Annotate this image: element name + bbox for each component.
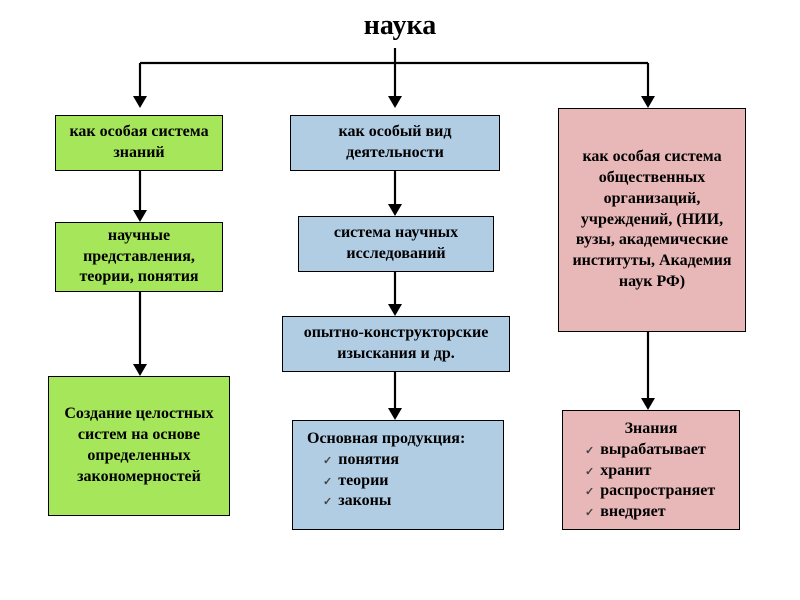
list-item: понятия xyxy=(323,450,495,471)
node-text: как особый вид деятельности xyxy=(299,122,491,164)
node-text: Создание целостных систем на основе опре… xyxy=(57,404,221,487)
node-organizations: как особая система общественных организа… xyxy=(558,108,746,332)
list-item: хранит xyxy=(585,461,731,482)
node-text: как особая система общественных организа… xyxy=(567,147,737,293)
node-holistic-systems: Создание целостных систем на основе опре… xyxy=(48,376,230,516)
node-research-system: система научных исследований xyxy=(298,216,494,272)
node-heading: Основная продукция: xyxy=(301,429,495,450)
node-knowledge-system: как особая система знаний xyxy=(55,115,223,171)
list-item: теории xyxy=(323,471,495,492)
list-item: законы xyxy=(323,491,495,512)
node-experimental: опытно-конструкторские изыскания и др. xyxy=(282,316,510,372)
list-item: вырабатывает xyxy=(585,440,731,461)
node-text: как особая система знаний xyxy=(64,122,214,164)
node-text: система научных исследований xyxy=(307,223,485,265)
node-heading: Знания xyxy=(571,419,731,440)
node-activity: как особый вид деятельности xyxy=(290,115,500,171)
diagram-title: наука xyxy=(0,10,800,42)
node-theories: научные представления, теории, понятия xyxy=(55,222,223,292)
node-list: понятия теории законы xyxy=(301,450,495,512)
node-knowledge-actions: Знания вырабатывает хранит распространяе… xyxy=(562,410,740,530)
node-text: опытно-конструкторские изыскания и др. xyxy=(291,323,501,365)
node-main-products: Основная продукция: понятия теории закон… xyxy=(292,420,504,530)
list-item: внедряет xyxy=(585,502,731,523)
node-text: научные представления, теории, понятия xyxy=(64,226,214,288)
node-list: вырабатывает хранит распространяет внедр… xyxy=(571,440,731,523)
list-item: распространяет xyxy=(585,481,731,502)
